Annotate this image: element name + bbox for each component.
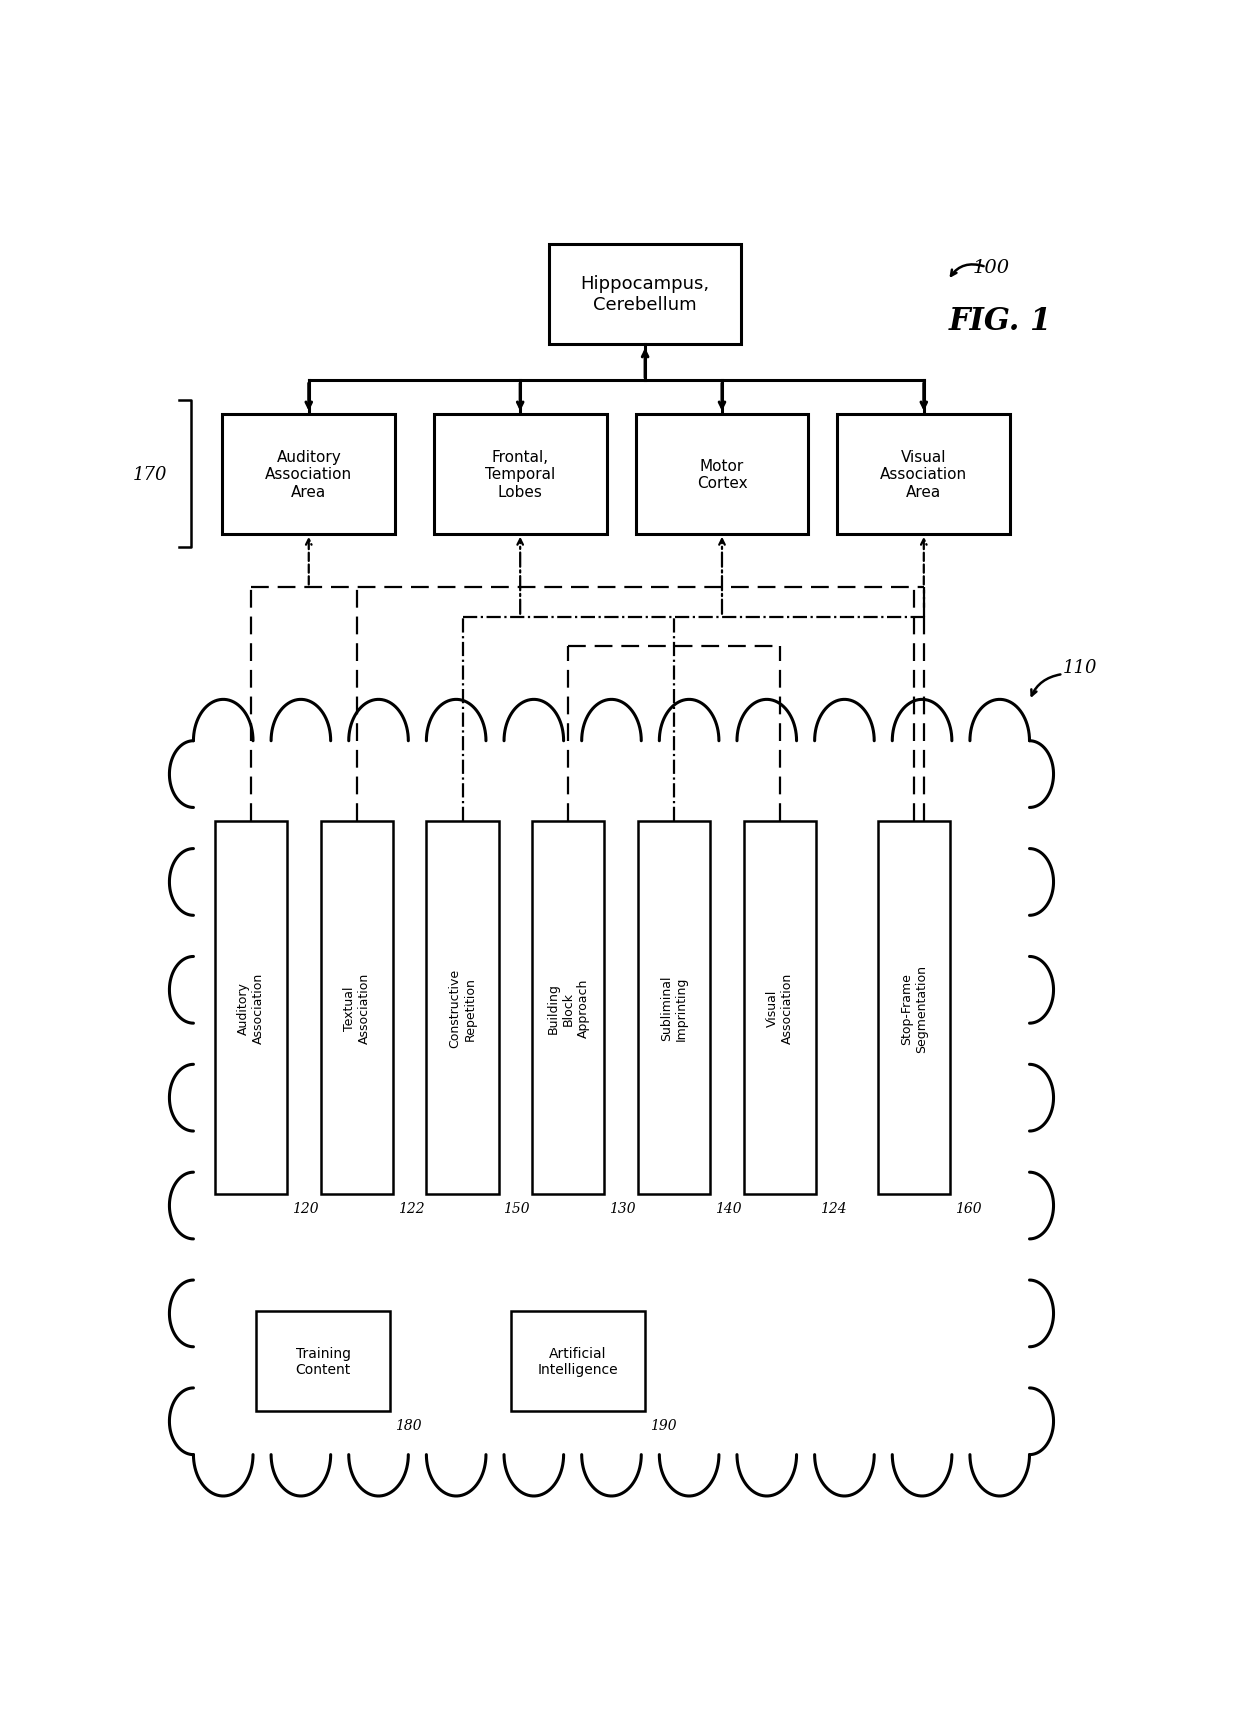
Text: Motor
Cortex: Motor Cortex	[697, 459, 748, 490]
FancyBboxPatch shape	[837, 414, 1011, 535]
FancyBboxPatch shape	[511, 1311, 645, 1412]
Text: 190: 190	[650, 1419, 677, 1432]
Text: Building
Block
Approach: Building Block Approach	[547, 979, 590, 1037]
FancyBboxPatch shape	[635, 414, 808, 535]
Text: Subliminal
Imprinting: Subliminal Imprinting	[660, 975, 688, 1041]
Text: 120: 120	[291, 1202, 319, 1216]
FancyBboxPatch shape	[434, 414, 606, 535]
Text: FIG. 1: FIG. 1	[949, 307, 1053, 336]
FancyBboxPatch shape	[427, 821, 498, 1195]
FancyBboxPatch shape	[321, 821, 393, 1195]
Text: 100: 100	[972, 258, 1009, 277]
FancyBboxPatch shape	[532, 821, 604, 1195]
Text: 124: 124	[821, 1202, 847, 1216]
FancyBboxPatch shape	[637, 821, 711, 1195]
Text: Stop-Frame
Segmentation: Stop-Frame Segmentation	[900, 965, 929, 1051]
FancyBboxPatch shape	[222, 414, 396, 535]
Text: Artificial
Intelligence: Artificial Intelligence	[537, 1346, 619, 1377]
Text: 110: 110	[1063, 658, 1097, 677]
FancyBboxPatch shape	[215, 821, 288, 1195]
Text: Frontal,
Temporal
Lobes: Frontal, Temporal Lobes	[485, 450, 556, 499]
Text: 150: 150	[503, 1202, 529, 1216]
Text: Visual
Association: Visual Association	[765, 972, 794, 1044]
FancyBboxPatch shape	[878, 821, 950, 1195]
FancyBboxPatch shape	[744, 821, 816, 1195]
Text: Constructive
Repetition: Constructive Repetition	[449, 968, 476, 1048]
Text: Textual
Association: Textual Association	[342, 972, 371, 1044]
Text: 130: 130	[609, 1202, 636, 1216]
Text: Hippocampus,
Cerebellum: Hippocampus, Cerebellum	[580, 275, 709, 313]
Text: 160: 160	[955, 1202, 982, 1216]
FancyBboxPatch shape	[255, 1311, 391, 1412]
Text: Visual
Association
Area: Visual Association Area	[880, 450, 967, 499]
FancyBboxPatch shape	[549, 244, 742, 345]
Text: 122: 122	[398, 1202, 424, 1216]
Text: 140: 140	[714, 1202, 742, 1216]
Text: Auditory
Association
Area: Auditory Association Area	[265, 450, 352, 499]
Text: 180: 180	[396, 1419, 422, 1432]
Text: Training
Content: Training Content	[295, 1346, 351, 1377]
Text: 170: 170	[133, 466, 167, 483]
Text: Auditory
Association: Auditory Association	[237, 972, 265, 1044]
